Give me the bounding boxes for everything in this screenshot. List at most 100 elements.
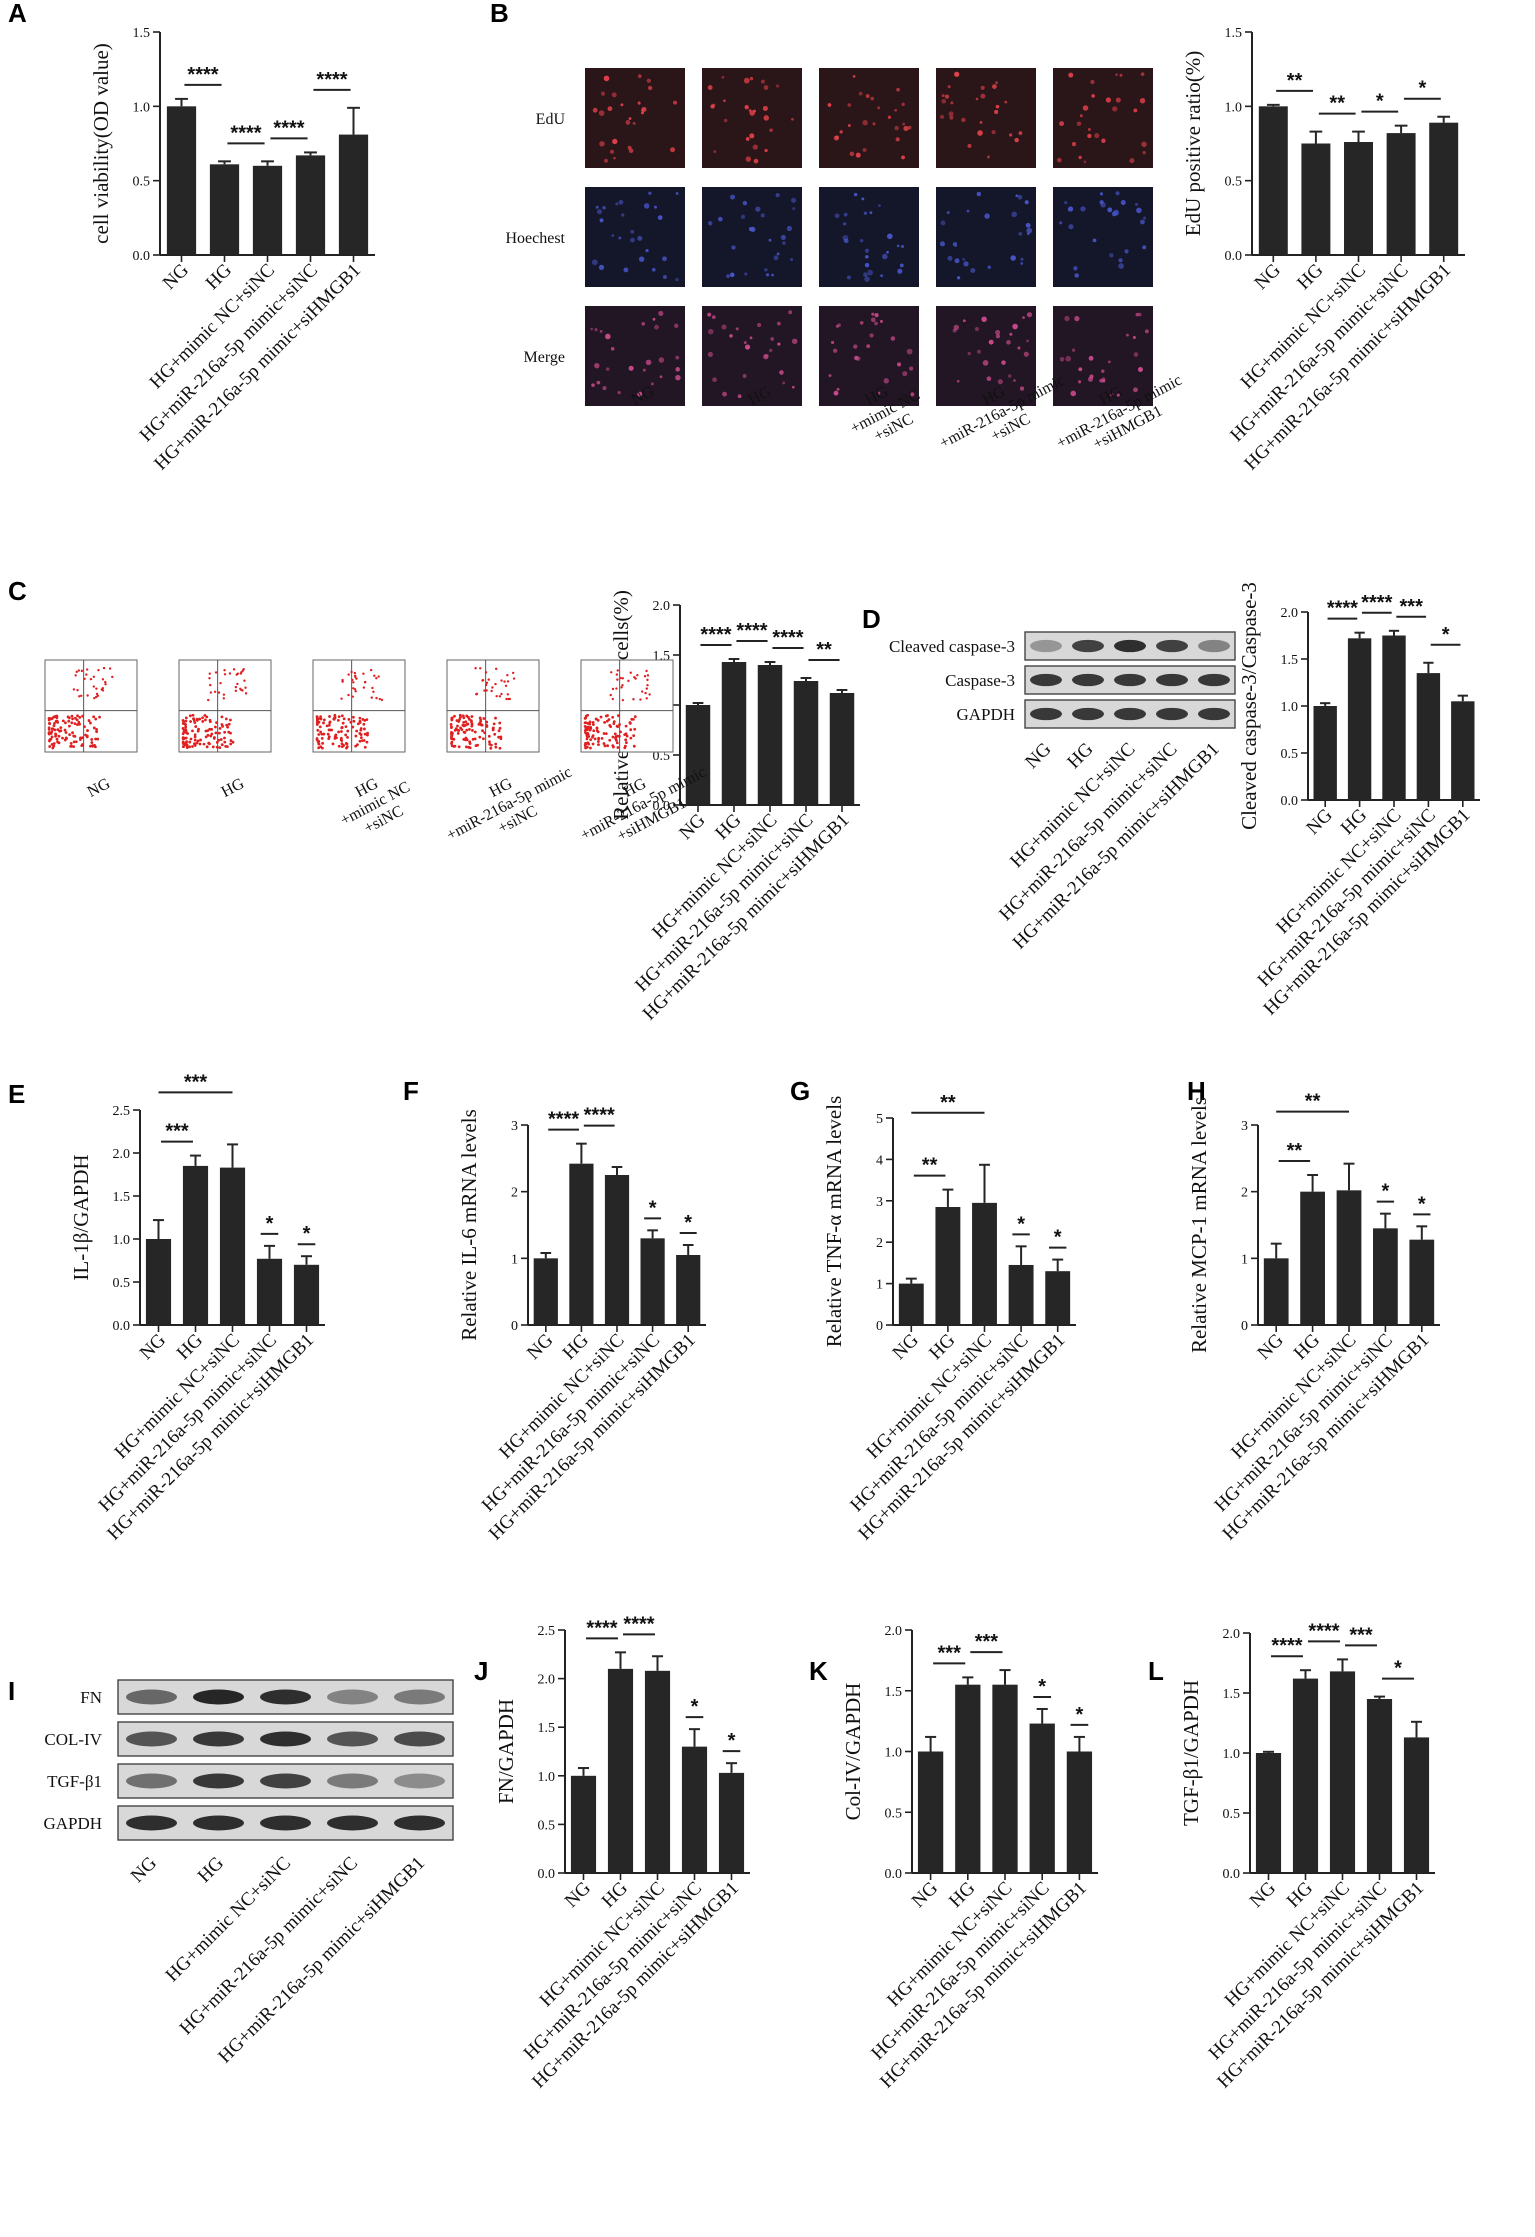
- cell-dot: [753, 158, 759, 164]
- cell-dot: [745, 156, 752, 162]
- cell-dot: [869, 211, 873, 215]
- event-dot: [359, 736, 363, 740]
- cell-dot: [749, 110, 755, 116]
- event-dot: [68, 724, 71, 728]
- panel-d-blot: D Cleaved caspase-3 Caspase-3 GAPDH NG HGHG+m…: [862, 604, 1236, 953]
- cell-dot: [981, 316, 987, 323]
- cell-dot: [1094, 133, 1100, 139]
- cell-dot: [995, 329, 1001, 336]
- cell-dot: [1133, 352, 1139, 357]
- event-dot: [624, 738, 628, 742]
- event-dot: [196, 739, 200, 743]
- band: [327, 1731, 378, 1747]
- cell-dot: [764, 353, 769, 359]
- cell-dot: [707, 351, 713, 358]
- event-dot: [78, 738, 82, 741]
- event-dot: [85, 673, 88, 676]
- event-dot: [505, 697, 508, 701]
- cell-dot: [620, 103, 624, 107]
- event-dot: [358, 739, 362, 743]
- event-dot: [461, 714, 465, 718]
- event-dot: [208, 718, 212, 722]
- event-dot: [94, 717, 98, 721]
- event-dot: [209, 683, 212, 687]
- event-dot: [474, 667, 477, 670]
- event-dot: [319, 715, 323, 719]
- cell-dot: [1118, 263, 1124, 269]
- event-dot: [591, 734, 595, 738]
- event-dot: [354, 734, 358, 738]
- cell-dot: [1009, 133, 1013, 137]
- cell-dot: [1026, 312, 1033, 318]
- cell-dot: [628, 365, 634, 371]
- cell-dot: [956, 276, 961, 280]
- event-dot: [321, 741, 325, 745]
- cell-dot: [602, 205, 606, 210]
- cell-dot: [849, 151, 855, 157]
- cell-dot: [1144, 329, 1149, 334]
- event-dot: [585, 728, 589, 732]
- event-dot: [328, 721, 332, 725]
- x-tick-label: NG: [889, 1329, 923, 1363]
- event-dot: [493, 732, 497, 736]
- bar-HG: [1292, 1678, 1319, 1873]
- band: [193, 1815, 244, 1831]
- event-dot: [219, 738, 223, 741]
- event-dot: [487, 734, 491, 738]
- event-dot: [449, 723, 453, 726]
- event-dot: [181, 745, 185, 749]
- event-dot: [52, 742, 56, 745]
- event-dot: [337, 715, 341, 718]
- cell-dot: [740, 214, 746, 220]
- event-dot: [632, 734, 636, 738]
- cell-dot: [1142, 245, 1147, 250]
- event-dot: [494, 742, 498, 746]
- sig-label: *: [1442, 624, 1450, 646]
- cell-dot: [837, 323, 841, 328]
- event-dot: [511, 671, 515, 675]
- event-dot: [602, 732, 606, 735]
- cell-dot: [843, 222, 847, 226]
- event-dot: [469, 719, 473, 723]
- event-dot: [63, 728, 67, 732]
- event-dot: [485, 720, 489, 724]
- event-dot: [95, 730, 99, 734]
- cell-dot: [1026, 227, 1033, 234]
- event-dot: [317, 720, 321, 724]
- panel-letter-J: J: [474, 1656, 488, 1686]
- cell-dot: [980, 93, 986, 99]
- event-dot: [315, 715, 319, 719]
- event-dot: [195, 741, 199, 745]
- event-dot: [479, 667, 482, 670]
- cell-dot: [773, 255, 779, 261]
- event-dot: [457, 729, 461, 732]
- event-dot: [596, 740, 600, 743]
- cell-dot: [963, 261, 969, 267]
- row-label: EdU: [536, 111, 566, 128]
- event-dot: [241, 689, 244, 692]
- event-dot: [92, 715, 96, 719]
- band: [394, 1815, 445, 1831]
- event-dot: [485, 689, 488, 692]
- event-dot: [70, 744, 73, 748]
- event-dot: [75, 718, 79, 722]
- x-tick-label: NG: [1253, 1329, 1287, 1363]
- cell-dot: [864, 276, 870, 282]
- band: [1072, 707, 1104, 721]
- event-dot: [72, 745, 76, 748]
- cell-dot: [886, 250, 889, 254]
- sig-label: *: [1017, 1213, 1025, 1235]
- event-dot: [337, 744, 341, 748]
- event-dot: [454, 727, 458, 731]
- event-dot: [623, 746, 627, 750]
- event-dot: [646, 678, 649, 682]
- event-dot: [470, 724, 474, 728]
- event-dot: [83, 677, 86, 681]
- event-dot: [616, 714, 620, 718]
- cell-dot: [770, 337, 775, 341]
- cell-dot: [637, 235, 643, 241]
- cell-dot: [992, 84, 997, 90]
- event-dot: [630, 717, 634, 721]
- event-dot: [184, 716, 188, 720]
